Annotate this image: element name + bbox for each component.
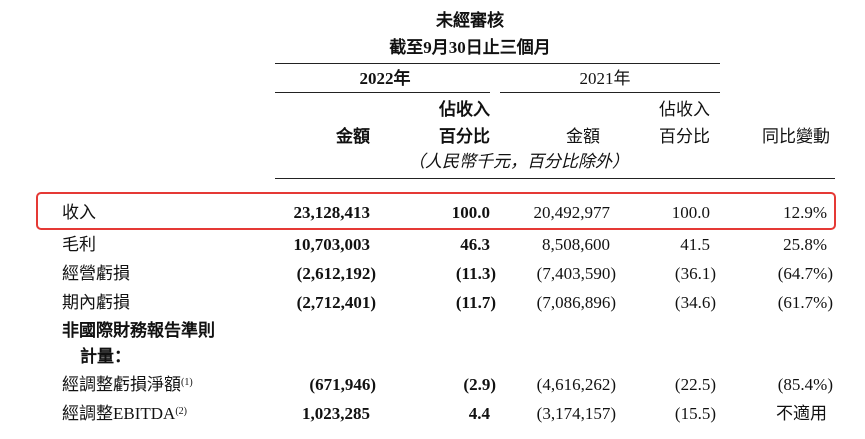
section-title-line1: 非國際財務報告準則 bbox=[62, 321, 215, 340]
cell-pct-2022: (11.3) bbox=[455, 264, 496, 283]
row-label: 收入 bbox=[62, 203, 96, 222]
cell-pct-2021: 100.0 bbox=[671, 203, 710, 222]
cell-yoy: 25.8% bbox=[783, 235, 827, 254]
header-rule-2022 bbox=[275, 92, 490, 93]
cell-pct-2022: 46.3 bbox=[460, 235, 490, 254]
row-label: 毛利 bbox=[62, 235, 96, 254]
cell-pct-2021: (36.1) bbox=[674, 264, 716, 283]
cell-amount-2022: 1,023,285 bbox=[302, 404, 370, 423]
row-label: 經調整EBITDA(2) bbox=[62, 405, 187, 422]
header-rule-2021 bbox=[500, 92, 720, 93]
cell-amount-2022: (671,946) bbox=[309, 375, 376, 394]
cell-pct-2021: (34.6) bbox=[674, 293, 716, 312]
highlight-revenue-row bbox=[36, 192, 836, 230]
header-year-2021: 2021年 bbox=[579, 69, 631, 88]
header-rule-top bbox=[275, 63, 720, 64]
cell-pct-2021: (22.5) bbox=[674, 375, 716, 394]
cell-amount-2022: (2,612,192) bbox=[296, 264, 376, 283]
cell-pct-2022: 100.0 bbox=[451, 203, 490, 222]
col-yoy: 同比變動 bbox=[762, 127, 830, 146]
footnote-marker: (2) bbox=[175, 406, 187, 417]
cell-pct-2021: (15.5) bbox=[674, 404, 716, 423]
cell-pct-2022: (2.9) bbox=[463, 375, 496, 394]
col-amount-2022: 金額 bbox=[336, 127, 370, 146]
col-amount-2021: 金額 bbox=[566, 127, 600, 146]
cell-amount-2021: (7,403,590) bbox=[536, 264, 616, 283]
cell-amount-2022: 23,128,413 bbox=[293, 203, 371, 222]
cell-pct-2022: 4.4 bbox=[468, 404, 490, 423]
row-label: 期內虧損 bbox=[62, 293, 130, 312]
header-unaudited: 未經審核 bbox=[436, 11, 504, 30]
cell-amount-2021: (7,086,896) bbox=[536, 293, 616, 312]
cell-yoy: (61.7%) bbox=[777, 293, 833, 312]
cell-amount-2021: (4,616,262) bbox=[536, 375, 616, 394]
cell-amount-2021: 20,492,977 bbox=[533, 203, 611, 222]
cell-yoy: 12.9% bbox=[783, 203, 827, 222]
row-label: 經營虧損 bbox=[62, 264, 130, 283]
header-period: 截至9月30日止三個月 bbox=[389, 38, 551, 57]
col-pct-2021-line1: 佔收入 bbox=[659, 100, 710, 119]
cell-amount-2022: (2,712,401) bbox=[296, 293, 376, 312]
col-pct-2022-line1: 佔收入 bbox=[439, 100, 490, 119]
cell-pct-2022: (11.7) bbox=[455, 293, 496, 312]
cell-amount-2021: 8,508,600 bbox=[542, 235, 610, 254]
header-rule-bottom bbox=[275, 178, 835, 179]
section-title-line2: 計量： bbox=[80, 347, 131, 366]
footnote-marker: (1) bbox=[181, 377, 193, 388]
cell-yoy: (85.4%) bbox=[777, 375, 833, 394]
cell-pct-2021: 41.5 bbox=[680, 235, 710, 254]
row-label-text: 經調整虧損淨額 bbox=[62, 375, 181, 394]
row-label-text: 經調整EBITDA bbox=[62, 404, 176, 423]
header-year-2022: 2022年 bbox=[359, 69, 411, 88]
row-label: 經調整虧損淨額(1) bbox=[62, 376, 193, 393]
units-note: （人民幣千元，百分比除外） bbox=[408, 152, 629, 171]
cell-amount-2021: (3,174,157) bbox=[536, 404, 616, 423]
cell-yoy: 不適用 bbox=[776, 404, 827, 423]
cell-amount-2022: 10,703,003 bbox=[293, 235, 371, 254]
col-pct-2022-line2: 百分比 bbox=[439, 127, 490, 146]
col-pct-2021-line2: 百分比 bbox=[659, 127, 710, 146]
cell-yoy: (64.7%) bbox=[777, 264, 833, 283]
